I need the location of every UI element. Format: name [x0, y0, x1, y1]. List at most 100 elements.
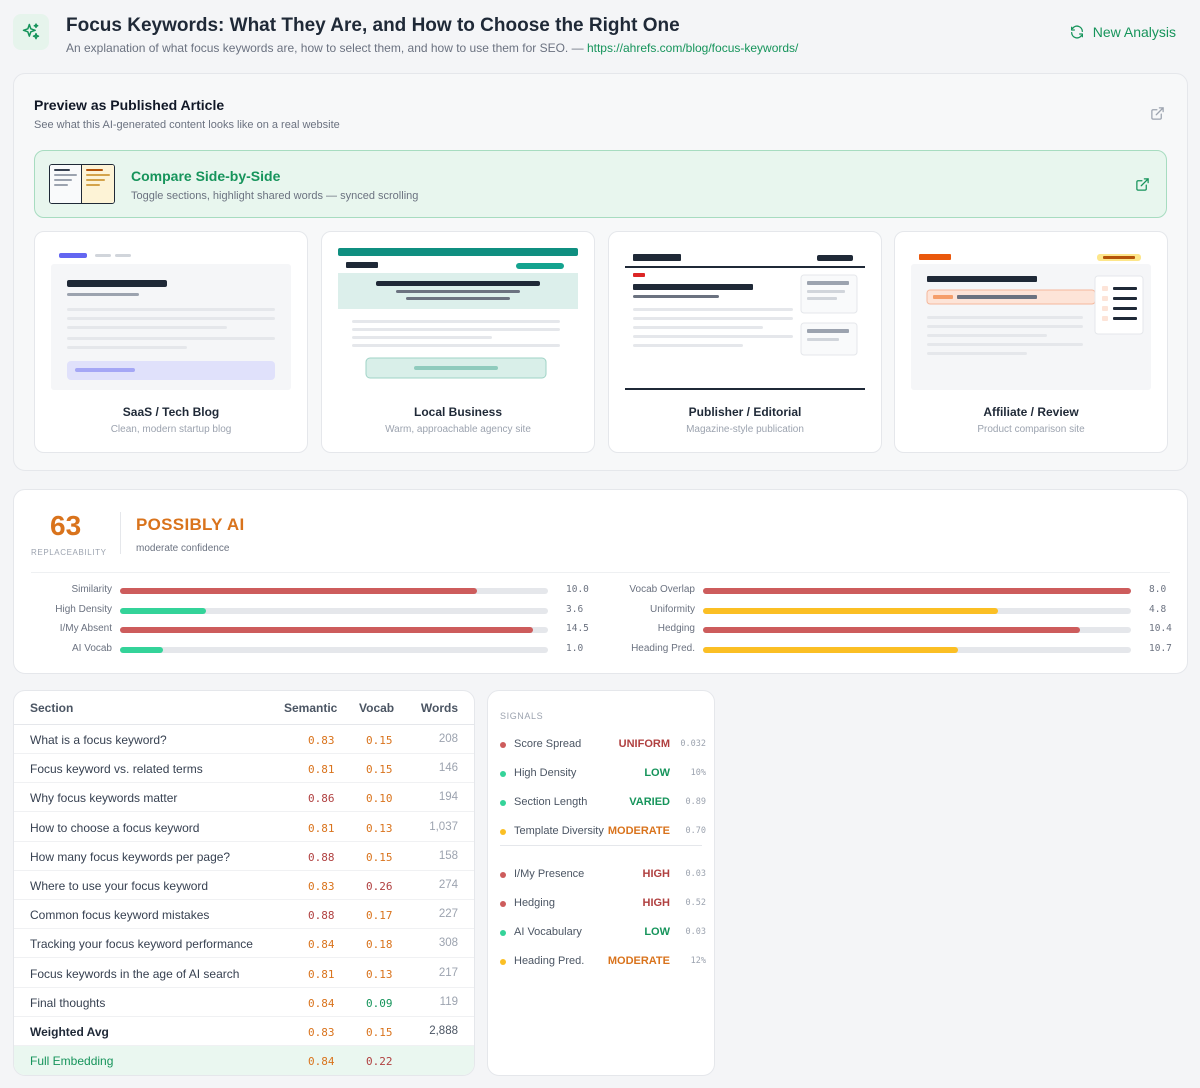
table-row[interactable]: What is a focus keyword? 0.83 0.15 208 — [14, 725, 474, 754]
page-header: Focus Keywords: What They Are, and How t… — [0, 0, 1200, 66]
vocab-score: 0.13 — [366, 821, 393, 835]
metric-label: Heading Pred. — [631, 642, 695, 654]
section-name: What is a focus keyword? — [30, 733, 167, 747]
table-row[interactable]: How many focus keywords per page? 0.88 0.1… — [14, 842, 474, 871]
metric-value: 3.6 — [566, 603, 584, 615]
status-dot — [500, 771, 506, 777]
table-row[interactable]: Final thoughts 0.84 0.09 119 — [14, 988, 474, 1017]
word-count: 217 — [438, 966, 458, 979]
table-row[interactable]: Why focus keywords matter 0.86 0.10 194 — [14, 783, 474, 813]
signal-level: LOW — [644, 767, 670, 779]
status-dot — [500, 901, 506, 907]
signal-level: HIGH — [642, 897, 671, 909]
word-count: 158 — [438, 849, 458, 862]
divider — [14, 724, 474, 725]
section-name: Weighted Avg — [30, 1025, 109, 1039]
template-local-business[interactable]: Local Business Warm, approachable agency… — [321, 231, 595, 453]
table-row[interactable]: How to choose a focus keyword 0.81 0.13 1,0… — [14, 813, 474, 842]
semantic-score: 0.83 — [308, 1026, 335, 1039]
signal-row: Section Length VARIED 0.89 — [500, 795, 706, 811]
signal-level: HIGH — [642, 868, 671, 880]
table-row[interactable]: Focus keywords in the age of AI search 0.… — [14, 959, 474, 988]
column-header-semantic[interactable]: Semantic — [284, 701, 338, 715]
column-header-vocab[interactable]: Vocab — [359, 701, 395, 715]
section-name: Final thoughts — [30, 995, 106, 1010]
signal-label: Section Length — [514, 796, 588, 808]
metric-bar-track — [703, 588, 1131, 594]
verdict-label: POSSIBLY AI — [136, 515, 245, 534]
table-row[interactable]: Tracking your focus keyword performance 0… — [14, 929, 474, 959]
signal-metric: 0.70 — [685, 826, 706, 836]
signal-row: Template Diversity MODERATE 0.70 — [500, 824, 706, 840]
metric-bar-fill — [703, 607, 999, 614]
signal-row: I/My Presence HIGH 0.03 — [500, 867, 706, 883]
word-count: 274 — [438, 879, 458, 891]
template-description: Product comparison site — [977, 424, 1085, 435]
new-analysis-button[interactable]: New Analysis — [1069, 24, 1176, 40]
word-count: 1,037 — [429, 820, 458, 833]
template-description: Warm, approachable agency site — [385, 424, 531, 435]
metric-bar-track — [120, 627, 548, 633]
signal-label: I/My Presence — [514, 868, 585, 880]
table-row[interactable]: Focus keyword vs. related terms 0.81 0.15 1… — [14, 754, 474, 784]
signal-metric: 0.03 — [685, 869, 706, 879]
signal-label: Heading Pred. — [514, 955, 585, 967]
metric-value: 10.7 — [1149, 642, 1172, 654]
new-analysis-label: New Analysis — [1092, 24, 1176, 40]
preview-description: See what this AI-generated content looks… — [34, 119, 340, 131]
table-row[interactable]: Common focus keyword mistakes 0.88 0.17 227 — [14, 900, 474, 930]
signal-level: LOW — [644, 926, 670, 938]
vocab-score: 0.15 — [366, 1026, 393, 1039]
metric-bar-track — [703, 627, 1131, 633]
table-row[interactable]: Where to use your focus keyword 0.83 0.26 2… — [14, 871, 474, 900]
template-publisher-editorial[interactable]: Publisher / Editorial Magazine-style pub… — [608, 231, 882, 453]
metric-bar-fill — [120, 607, 206, 614]
vocab-score: 0.13 — [366, 967, 393, 981]
vocab-score: 0.22 — [366, 1055, 393, 1069]
semantic-score: 0.81 — [308, 763, 335, 777]
signal-row: Score Spread UNIFORM 0.032 — [500, 737, 706, 753]
metric-bar-fill — [120, 646, 163, 653]
semantic-score: 0.88 — [308, 850, 335, 864]
compare-thumbnail — [49, 164, 115, 204]
signal-label: Hedging — [514, 897, 555, 909]
signal-label: Score Spread — [514, 738, 582, 750]
section-name: Full Embedding — [30, 1054, 114, 1069]
vocab-score: 0.18 — [366, 938, 393, 952]
preview-title: Preview as Published Article — [34, 97, 225, 113]
metric-bar-fill — [703, 588, 1131, 594]
signal-level: UNIFORM — [618, 738, 670, 750]
metric-bar-fill — [703, 646, 958, 653]
template-saas-tech-blog[interactable]: SaaS / Tech Blog Clean, modern startup b… — [34, 231, 308, 453]
section-name: Where to use your focus keyword — [30, 879, 209, 893]
vocab-score: 0.17 — [366, 909, 393, 923]
compare-side-by-side-button[interactable]: Compare Side-by-Side Toggle sections, hi… — [34, 150, 1167, 218]
metric-label: High Density — [55, 603, 112, 615]
confidence-label: moderate confidence — [136, 543, 230, 554]
semantic-score: 0.81 — [308, 821, 335, 835]
word-count: 146 — [438, 762, 458, 775]
template-affiliate-review[interactable]: Affiliate / Review Product comparison si… — [894, 231, 1168, 453]
status-dot — [500, 742, 506, 748]
replaceability-score: 63 — [50, 510, 82, 541]
external-link-icon[interactable] — [1150, 106, 1165, 121]
full-embedding-row: Full Embedding 0.84 0.22 — [14, 1046, 474, 1075]
subtitle-text: An explanation of what focus keywords ar… — [66, 41, 584, 55]
metric-bar-track — [703, 607, 1131, 614]
template-name: Local Business — [413, 405, 503, 419]
source-url-link[interactable]: https://ahrefs.com/blog/focus-keywords/ — [586, 41, 799, 55]
word-count: 208 — [438, 733, 458, 745]
metric-bar-track — [703, 646, 1131, 653]
column-header-section[interactable]: Section — [30, 701, 74, 715]
divider — [31, 572, 1170, 573]
preview-card: Preview as Published Article See what th… — [13, 73, 1188, 471]
signal-row: Hedging HIGH 0.52 — [500, 896, 706, 912]
status-dot — [500, 872, 506, 878]
divider — [120, 512, 121, 554]
template-name: Affiliate / Review — [983, 405, 1079, 419]
column-header-words[interactable]: Words — [420, 701, 458, 715]
metric-label: AI Vocab — [71, 642, 112, 654]
local-business-preview-thumbnail — [338, 248, 578, 379]
vocab-score: 0.15 — [366, 734, 393, 747]
signal-metric: 0.89 — [685, 797, 706, 807]
